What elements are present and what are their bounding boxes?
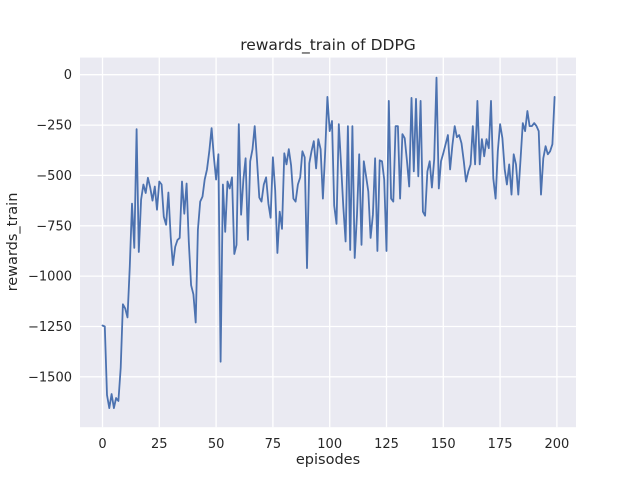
x-tick-label: 75 xyxy=(265,437,282,452)
x-tick-label: 150 xyxy=(431,437,456,452)
y-tick-label: −250 xyxy=(36,119,72,134)
x-tick-label: 25 xyxy=(151,437,168,452)
x-axis-label: episodes xyxy=(296,452,360,468)
data-series xyxy=(101,76,556,410)
y-tick-label: −1000 xyxy=(28,270,72,285)
x-tick-label: 0 xyxy=(98,437,106,452)
x-tick-label: 100 xyxy=(317,437,342,452)
y-tick-label: −1500 xyxy=(28,370,72,385)
chart-title: rewards_train of DDPG xyxy=(240,36,416,55)
rewards-train-line xyxy=(101,76,556,410)
y-tick-label: 0 xyxy=(64,68,72,83)
y-axis-label: rewards_train xyxy=(5,193,21,292)
y-tick-label: −500 xyxy=(36,169,72,184)
y-tick-label: −750 xyxy=(36,219,72,234)
x-tick-label: 175 xyxy=(488,437,513,452)
x-tick-label: 125 xyxy=(374,437,399,452)
x-tick-label: 200 xyxy=(544,437,569,452)
x-tick-label: 50 xyxy=(208,437,225,452)
y-tick-label: −1250 xyxy=(28,320,72,335)
tick-labels: 0 25 50 75 100 125 150 175 200 0 −250 −500 −750 −1000… xyxy=(28,68,569,452)
